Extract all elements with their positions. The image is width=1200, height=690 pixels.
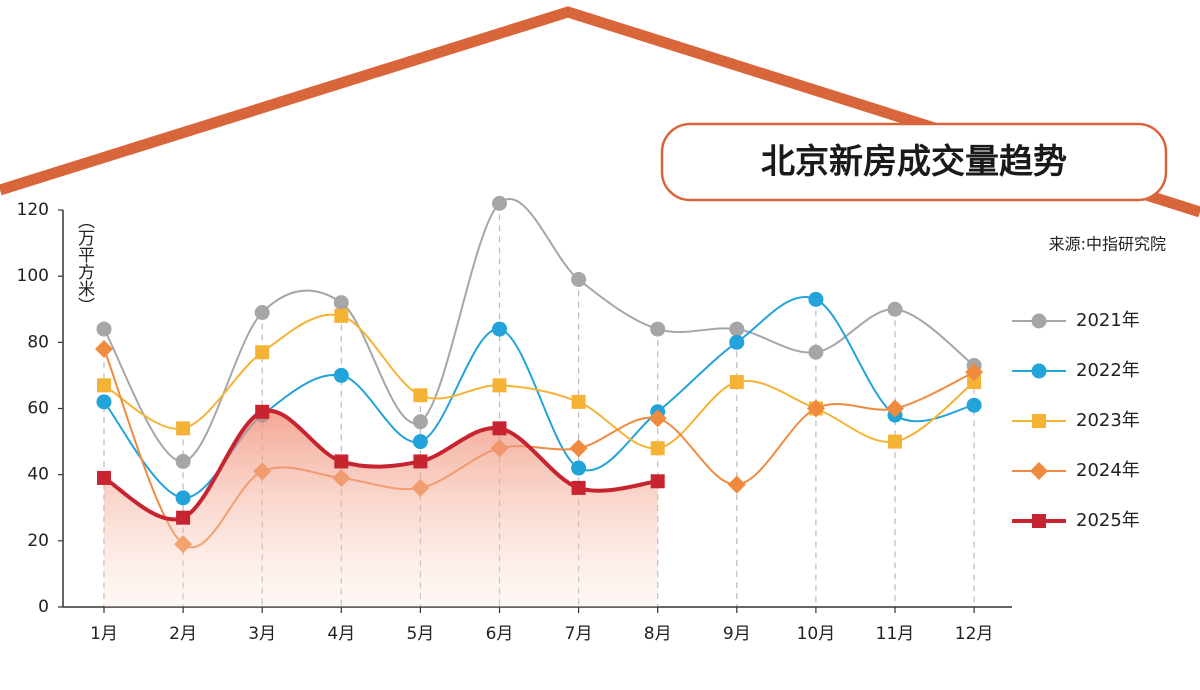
x-tick-label: 10月 — [797, 624, 836, 644]
data-point — [175, 453, 191, 469]
x-tick-label: 9月 — [723, 624, 751, 644]
x-tick-label: 5月 — [406, 624, 434, 644]
y-tick-label: 60 — [27, 399, 49, 419]
data-point — [729, 321, 745, 337]
y-axis-label: （万平方米） — [74, 212, 95, 314]
data-point — [886, 399, 904, 418]
title-box — [660, 122, 1168, 202]
data-point — [729, 375, 744, 390]
data-point — [175, 490, 191, 506]
data-point — [887, 301, 903, 317]
data-point — [571, 460, 587, 476]
data-point — [650, 321, 666, 337]
data-point — [97, 470, 111, 485]
legend-marker — [1030, 462, 1048, 480]
data-point — [96, 321, 112, 337]
data-point — [96, 394, 112, 410]
y-tick-label: 100 — [17, 266, 49, 286]
chart-title: 北京新房成交量趋势 — [761, 142, 1067, 182]
data-point — [888, 434, 902, 449]
data-point — [727, 475, 746, 494]
x-tick-label: 2月 — [169, 624, 197, 644]
data-point — [492, 421, 507, 436]
x-tick-label: 7月 — [565, 624, 593, 644]
legend-marker — [1032, 514, 1046, 528]
data-point — [492, 378, 507, 393]
data-point — [569, 439, 588, 458]
data-point — [966, 397, 982, 413]
legend-label: 2025年 — [1076, 510, 1140, 531]
x-tick-label: 8月 — [644, 624, 672, 644]
data-point — [571, 271, 587, 287]
x-tick-label: 12月 — [955, 624, 994, 644]
legend-marker — [1032, 414, 1046, 428]
data-point — [492, 195, 507, 211]
data-point — [255, 404, 270, 419]
data-point — [808, 344, 824, 360]
x-tick-label: 11月 — [876, 624, 915, 644]
data-point — [650, 441, 665, 456]
data-point — [333, 295, 349, 311]
data-point — [729, 334, 745, 350]
data-point — [413, 388, 428, 403]
data-point — [571, 394, 586, 409]
x-tick-label: 3月 — [248, 624, 276, 644]
data-point — [95, 339, 113, 358]
legend-label: 2023年 — [1076, 410, 1140, 431]
y-tick-label: 40 — [27, 465, 49, 485]
data-point — [254, 305, 270, 321]
legend-label: 2021年 — [1076, 310, 1140, 331]
data-point — [648, 409, 667, 428]
data-point — [413, 454, 428, 469]
x-tick-label: 1月 — [90, 624, 118, 644]
area — [104, 410, 658, 607]
data-point — [808, 291, 824, 307]
series-line — [103, 313, 975, 450]
data-point — [412, 434, 428, 450]
data-point — [176, 510, 191, 525]
source: 来源:中指研究院 — [1049, 235, 1166, 254]
legend-label: 2022年 — [1076, 360, 1140, 381]
data-point — [571, 480, 586, 495]
data-point — [176, 421, 191, 436]
data-point — [333, 367, 349, 383]
data-point — [334, 308, 349, 323]
legend-marker — [1031, 363, 1047, 379]
data-point — [255, 345, 270, 360]
data-point — [967, 375, 982, 390]
legend-marker — [1031, 313, 1047, 329]
y-tick-label: 80 — [27, 332, 49, 352]
data-point — [412, 414, 428, 430]
x-tick-label: 6月 — [486, 624, 514, 644]
y-tick-label: 120 — [17, 200, 49, 220]
data-point — [806, 399, 825, 418]
data-point — [965, 363, 984, 382]
y-tick-label: 0 — [38, 597, 49, 617]
x-tick-label: 4月 — [327, 624, 355, 644]
y-tick-label: 20 — [27, 531, 49, 551]
data-point — [334, 454, 349, 469]
data-point — [650, 474, 665, 489]
legend-label: 2024年 — [1076, 460, 1140, 481]
data-point — [492, 321, 507, 337]
data-point — [97, 378, 111, 393]
